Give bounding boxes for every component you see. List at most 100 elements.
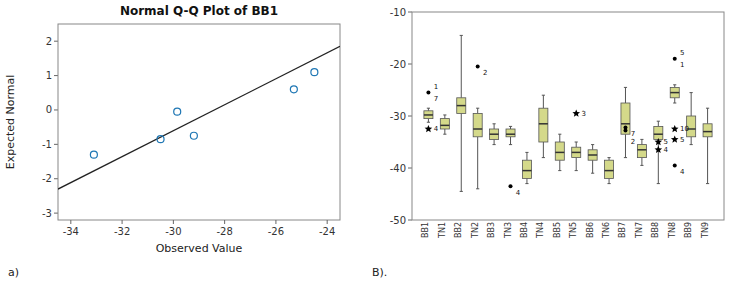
whisker xyxy=(477,108,478,113)
box-median xyxy=(555,152,564,154)
x-tick xyxy=(122,220,123,224)
whisker xyxy=(592,160,593,173)
whisker-cap xyxy=(690,92,693,93)
x-tick-label: TN9 xyxy=(701,222,710,239)
box-body xyxy=(539,108,548,142)
box-median xyxy=(539,123,548,125)
whisker-cap xyxy=(640,165,643,166)
x-tick xyxy=(275,220,276,224)
x-tick-label: BB4 xyxy=(520,222,529,238)
box xyxy=(424,91,433,133)
whisker xyxy=(543,95,544,108)
box-body xyxy=(654,126,663,139)
outlier-dot xyxy=(426,91,430,95)
whisker xyxy=(494,124,495,129)
outlier-label: 1 xyxy=(434,83,438,91)
whisker-cap xyxy=(542,157,545,158)
whisker xyxy=(494,139,495,144)
outlier-label: 5 xyxy=(664,138,668,146)
whisker-cap xyxy=(460,191,463,192)
x-tick-label: TN5 xyxy=(569,222,578,239)
outlier-label: 7 xyxy=(434,95,438,103)
y-tick xyxy=(54,41,58,42)
box xyxy=(588,145,597,174)
x-tick-label: BB1 xyxy=(421,222,430,238)
box-body xyxy=(588,150,597,160)
chart-box: -50-40-30-20-10B).1742437254511054BB1TN1… xyxy=(372,7,724,280)
outlier-label: 4 xyxy=(680,168,685,176)
outlier-label: 4 xyxy=(664,146,669,154)
whisker-cap xyxy=(558,170,561,171)
x-tick-label: TN7 xyxy=(635,222,644,239)
x-tick xyxy=(224,220,225,224)
whisker-cap xyxy=(624,157,627,158)
x-tick xyxy=(173,220,174,224)
whisker xyxy=(526,178,527,183)
plot-frame xyxy=(58,24,340,220)
whisker-cap xyxy=(607,157,610,158)
x-tick-label: BB7 xyxy=(618,222,627,238)
x-tick-label: -26 xyxy=(268,226,284,237)
x-tick-label: -34 xyxy=(63,226,79,237)
box xyxy=(687,93,696,145)
outlier-label: 10 xyxy=(680,125,689,133)
whisker-cap xyxy=(558,134,561,135)
box xyxy=(490,124,499,145)
whisker-cap xyxy=(542,95,545,96)
y-tick-label: -1 xyxy=(42,139,52,150)
whisker-cap xyxy=(525,152,528,153)
title: Normal Q-Q Plot of BB1 xyxy=(120,4,278,18)
whisker xyxy=(526,152,527,160)
x-axis-label: Observed Value xyxy=(156,242,243,255)
box xyxy=(522,152,531,183)
y-tick-label: -20 xyxy=(390,59,406,70)
box-body xyxy=(424,111,433,119)
outlier-star xyxy=(655,146,663,153)
outlier-dot xyxy=(509,184,513,188)
whisker-cap xyxy=(591,173,594,174)
box-median xyxy=(637,149,646,151)
box xyxy=(440,115,449,134)
whisker xyxy=(658,121,659,126)
whisker xyxy=(691,93,692,116)
outlier-star xyxy=(425,125,433,132)
whisker-cap xyxy=(591,144,594,145)
box xyxy=(457,35,466,191)
whisker xyxy=(461,35,462,97)
whisker-cap xyxy=(493,144,496,145)
x-tick xyxy=(70,220,71,224)
x-tick-label: TN1 xyxy=(438,222,447,239)
outlier-star xyxy=(671,135,679,142)
whisker-cap xyxy=(427,122,430,123)
box-median xyxy=(703,131,712,133)
box-median xyxy=(605,170,614,172)
y-tick-label: -30 xyxy=(390,111,406,122)
box-median xyxy=(457,105,466,107)
outlier-label: 1 xyxy=(680,61,684,69)
y-tick-label: 2 xyxy=(46,36,52,47)
whisker-cap xyxy=(525,183,528,184)
box-median xyxy=(654,133,663,135)
box-body xyxy=(621,103,630,134)
whisker-cap xyxy=(657,121,660,122)
box xyxy=(703,108,712,183)
outlier-label: 4 xyxy=(516,189,521,197)
outlier-dot xyxy=(673,163,677,167)
box xyxy=(473,65,482,189)
outlier-labels: 1742437254511054 xyxy=(434,49,689,196)
box xyxy=(539,95,548,157)
whisker xyxy=(444,115,445,119)
box-median xyxy=(621,123,630,125)
outlier-label: 7 xyxy=(631,130,635,138)
scatter-point xyxy=(157,136,164,143)
box-body xyxy=(457,98,466,114)
whisker xyxy=(559,160,560,170)
box-median xyxy=(572,152,581,154)
x-tick xyxy=(327,220,328,224)
whisker-cap xyxy=(607,183,610,184)
whisker xyxy=(641,139,642,144)
whisker xyxy=(592,145,593,150)
whisker-cap xyxy=(493,123,496,124)
whisker-cap xyxy=(673,103,676,104)
whisker xyxy=(691,137,692,145)
